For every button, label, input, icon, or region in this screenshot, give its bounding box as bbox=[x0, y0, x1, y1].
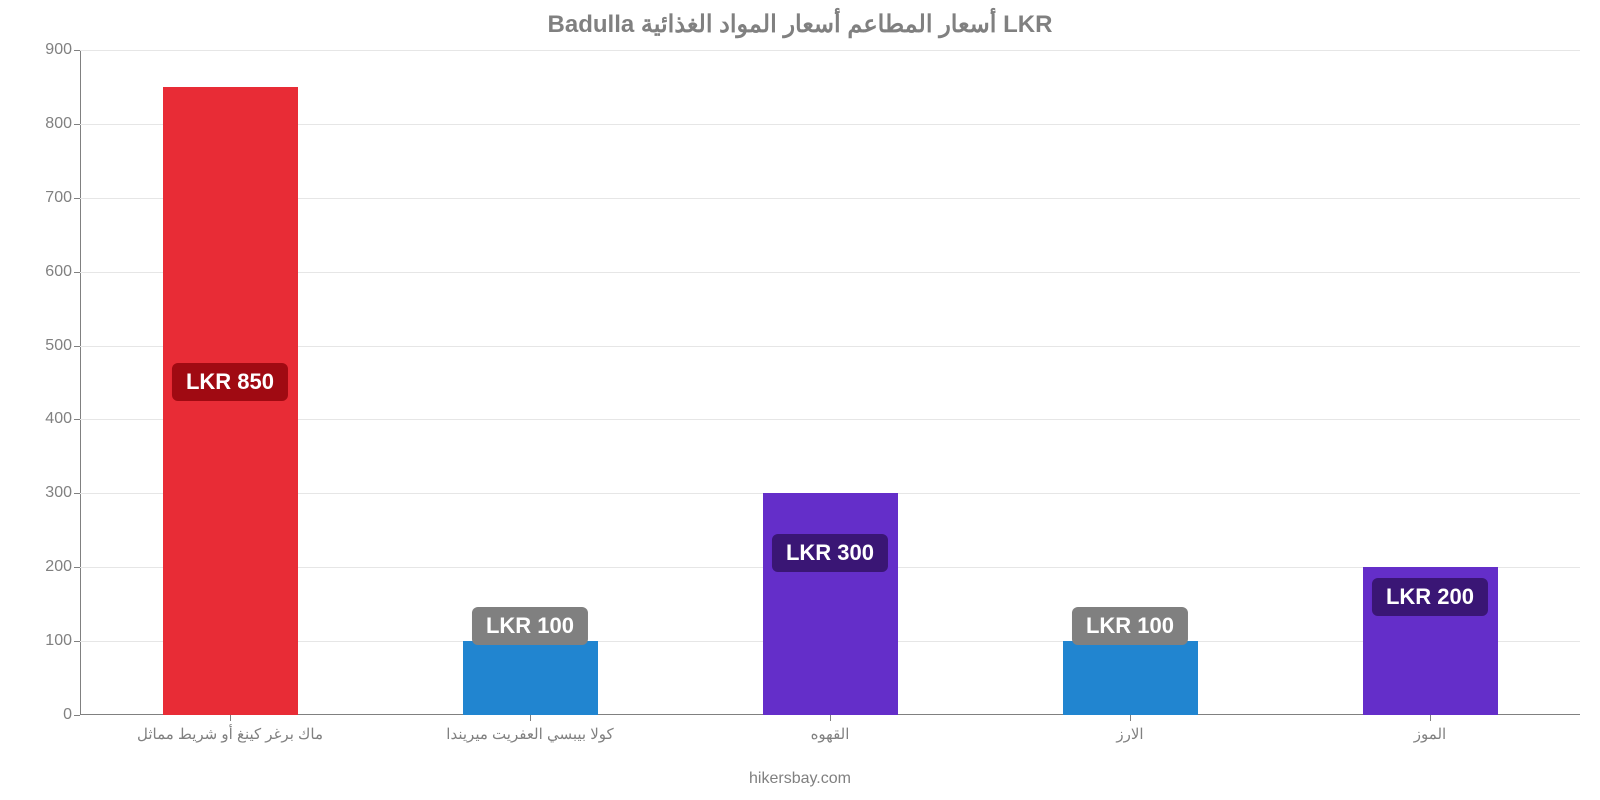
grid-line bbox=[80, 198, 1580, 199]
bar bbox=[463, 641, 598, 715]
x-category-label: الارز bbox=[1116, 725, 1143, 743]
bar-chart: Badulla أسعار المطاعم أسعار المواد الغذا… bbox=[0, 0, 1600, 800]
y-tick-mark bbox=[74, 419, 80, 420]
y-tick-label: 100 bbox=[12, 632, 72, 650]
x-tick-mark bbox=[230, 715, 231, 721]
y-tick-label: 900 bbox=[12, 41, 72, 59]
chart-footer: hikersbay.com bbox=[0, 770, 1600, 788]
bar-value-label: LKR 100 bbox=[1072, 607, 1188, 645]
y-tick-mark bbox=[74, 50, 80, 51]
y-tick-label: 600 bbox=[12, 263, 72, 281]
y-tick-mark bbox=[74, 567, 80, 568]
y-tick-mark bbox=[74, 641, 80, 642]
y-tick-mark bbox=[74, 493, 80, 494]
bar bbox=[1063, 641, 1198, 715]
grid-line bbox=[80, 272, 1580, 273]
bar bbox=[763, 493, 898, 715]
grid-line bbox=[80, 50, 1580, 51]
y-tick-mark bbox=[74, 198, 80, 199]
x-category-label: القهوه bbox=[811, 725, 850, 743]
y-tick-label: 700 bbox=[12, 189, 72, 207]
y-tick-label: 500 bbox=[12, 337, 72, 355]
y-tick-mark bbox=[74, 272, 80, 273]
x-category-label: الموز bbox=[1414, 725, 1446, 743]
y-tick-mark bbox=[74, 715, 80, 716]
x-tick-mark bbox=[530, 715, 531, 721]
y-tick-label: 300 bbox=[12, 484, 72, 502]
y-tick-label: 800 bbox=[12, 115, 72, 133]
x-tick-mark bbox=[1130, 715, 1131, 721]
bar-value-label: LKR 300 bbox=[772, 534, 888, 572]
bar-value-label: LKR 850 bbox=[172, 363, 288, 401]
y-tick-mark bbox=[74, 346, 80, 347]
y-tick-label: 400 bbox=[12, 410, 72, 428]
bar-value-label: LKR 200 bbox=[1372, 578, 1488, 616]
x-category-label: كولا بيبسي العفريت ميريندا bbox=[446, 725, 613, 743]
x-tick-mark bbox=[830, 715, 831, 721]
y-tick-label: 200 bbox=[12, 558, 72, 576]
grid-line bbox=[80, 346, 1580, 347]
bar-value-label: LKR 100 bbox=[472, 607, 588, 645]
grid-line bbox=[80, 419, 1580, 420]
chart-title: Badulla أسعار المطاعم أسعار المواد الغذا… bbox=[0, 10, 1600, 39]
x-tick-mark bbox=[1430, 715, 1431, 721]
y-tick-mark bbox=[74, 124, 80, 125]
x-category-label: ماك برغر كينغ أو شريط مماثل bbox=[137, 725, 323, 743]
plot-area: LKR 850ماك برغر كينغ أو شريط مماثلLKR 10… bbox=[80, 50, 1580, 715]
y-tick-label: 0 bbox=[12, 706, 72, 724]
y-axis-line bbox=[80, 50, 81, 715]
grid-line bbox=[80, 124, 1580, 125]
